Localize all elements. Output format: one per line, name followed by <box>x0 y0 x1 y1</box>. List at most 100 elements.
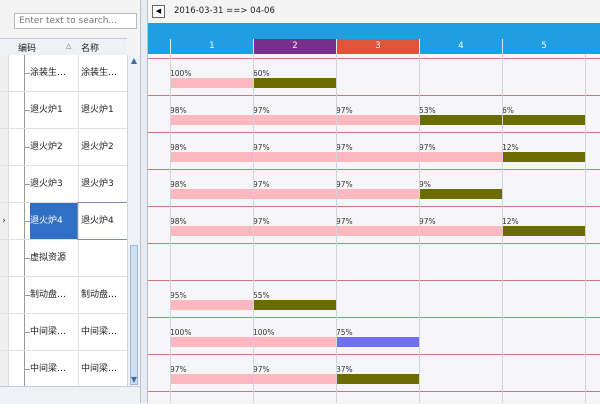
load-bar[interactable] <box>253 374 336 384</box>
load-bar[interactable] <box>336 337 419 347</box>
cell-name[interactable]: 涂装生… <box>78 55 129 91</box>
load-percent-label: 97% <box>253 106 270 115</box>
day-gridline <box>170 54 171 403</box>
table-row[interactable]: 虚拟资源 <box>0 240 127 277</box>
load-bar[interactable] <box>253 78 336 88</box>
cell-name[interactable]: 中间梁… <box>78 351 129 387</box>
cell-name[interactable]: 退火炉3 <box>78 166 129 202</box>
table-row[interactable]: 退火炉3 退火炉3 <box>0 166 127 203</box>
load-bar[interactable] <box>336 374 419 384</box>
table-row[interactable]: 退火炉2 退火炉2 <box>0 129 127 166</box>
load-percent-label: 97% <box>253 180 270 189</box>
load-percent-label: 98% <box>170 106 187 115</box>
cell-name[interactable]: 中间梁… <box>78 314 129 350</box>
load-bar[interactable] <box>336 226 419 236</box>
tree-branch <box>24 332 30 333</box>
cell-code[interactable]: 虚拟资源 <box>30 253 67 263</box>
table-row[interactable]: 退火炉1 退火炉1 <box>0 92 127 129</box>
cell-name[interactable]: 退火炉2 <box>78 129 129 165</box>
table-row[interactable]: 中间梁… 中间梁… <box>0 314 127 351</box>
load-percent-label: 9% <box>419 180 431 189</box>
day-header-cell[interactable]: 3 <box>336 39 419 54</box>
load-bar[interactable] <box>502 152 585 162</box>
load-bar[interactable] <box>336 152 419 162</box>
column-header-code[interactable]: 编码 <box>18 44 37 54</box>
search-input[interactable] <box>14 13 137 29</box>
day-header-cell[interactable]: 2 <box>253 39 336 54</box>
cell-name[interactable]: 退火炉1 <box>78 92 129 128</box>
scroll-thumb[interactable] <box>130 245 138 385</box>
row-gridline <box>148 132 600 133</box>
day-header-cell[interactable]: 4 <box>419 39 502 54</box>
table-row[interactable]: 制动盘… 制动盘… <box>0 277 127 314</box>
tree-branch <box>24 73 30 74</box>
resource-panel: 编码 △ 名称 涂装生…涂装生…退火炉1退火炉1退火炉2退火炉2退火炉3退火炉3… <box>0 0 141 404</box>
cell-code[interactable]: 退火炉2 <box>30 142 63 152</box>
row-indicator <box>0 166 9 202</box>
load-percent-label: 98% <box>170 217 187 226</box>
horizontal-scrollbar[interactable] <box>0 386 140 404</box>
load-bar[interactable] <box>253 115 336 125</box>
cell-code[interactable]: 涂装生… <box>30 68 67 78</box>
load-bar[interactable] <box>170 374 253 384</box>
load-bar[interactable] <box>253 152 336 162</box>
cell-code[interactable]: 退火炉1 <box>30 105 63 115</box>
load-percent-label: 97% <box>336 180 353 189</box>
day-header-cell[interactable]: 1 <box>170 39 253 54</box>
load-bar[interactable] <box>419 189 502 199</box>
cell-name[interactable]: 制动盘… <box>78 277 129 313</box>
column-header-name[interactable]: 名称 <box>81 44 100 54</box>
load-bar[interactable] <box>253 300 336 310</box>
cell-code[interactable]: 中间梁… <box>30 364 67 374</box>
load-bar[interactable] <box>419 115 502 125</box>
tree-branch <box>24 369 30 370</box>
table-row[interactable]: 涂装生… 涂装生… <box>0 55 127 92</box>
load-bar[interactable] <box>170 337 253 347</box>
load-bar[interactable] <box>170 226 253 236</box>
load-bar[interactable] <box>170 78 253 88</box>
row-indicator <box>0 351 9 387</box>
cell-code[interactable]: 退火炉3 <box>30 179 63 189</box>
cell-code[interactable]: 中间梁… <box>30 327 67 337</box>
load-bar[interactable] <box>336 189 419 199</box>
cell-name[interactable] <box>78 240 129 276</box>
day-header-cell[interactable]: 5 <box>502 39 585 54</box>
cell-code[interactable]: 退火炉4 <box>30 203 77 239</box>
load-bar[interactable] <box>170 300 253 310</box>
load-bar[interactable] <box>170 189 253 199</box>
load-bar[interactable] <box>253 189 336 199</box>
cell-code[interactable]: 制动盘… <box>30 290 67 300</box>
prev-range-button[interactable]: ◀ <box>152 5 165 18</box>
load-bar[interactable] <box>170 152 253 162</box>
day-gridline <box>419 54 420 403</box>
load-bar[interactable] <box>253 226 336 236</box>
load-bar[interactable] <box>170 115 253 125</box>
load-bar[interactable] <box>336 115 419 125</box>
load-percent-label: 53% <box>419 106 436 115</box>
vertical-scrollbar[interactable]: ▲ ▼ <box>127 55 140 386</box>
scroll-up-icon[interactable]: ▲ <box>130 56 138 65</box>
resource-list: 涂装生… 涂装生… 退火炉1 退火炉1 退火炉2 退火炉2 退火炉3 退火炉3 › 退火炉4 退火炉… <box>0 55 130 388</box>
load-percent-label: 12% <box>502 143 519 152</box>
load-bar[interactable] <box>419 152 502 162</box>
row-gridline <box>148 95 600 96</box>
load-bar[interactable] <box>502 115 585 125</box>
table-row[interactable]: › 退火炉4 退火炉4 <box>0 202 130 240</box>
tree-branch <box>24 295 30 296</box>
scroll-down-icon[interactable]: ▼ <box>130 375 138 384</box>
load-bar[interactable] <box>419 226 502 236</box>
load-percent-label: 6% <box>502 106 514 115</box>
tree-branch <box>24 258 30 259</box>
load-percent-label: 98% <box>170 143 187 152</box>
panel-splitter[interactable] <box>141 0 148 403</box>
day-gridline <box>502 54 503 403</box>
load-bar[interactable] <box>502 226 585 236</box>
row-indicator <box>0 92 9 128</box>
load-bar[interactable] <box>253 337 336 347</box>
cell-name[interactable]: 退火炉4 <box>77 202 130 240</box>
load-percent-label: 97% <box>419 143 436 152</box>
day-gridline <box>253 54 254 403</box>
row-indicator <box>0 240 9 276</box>
table-row[interactable]: 中间梁… 中间梁… <box>0 351 127 388</box>
